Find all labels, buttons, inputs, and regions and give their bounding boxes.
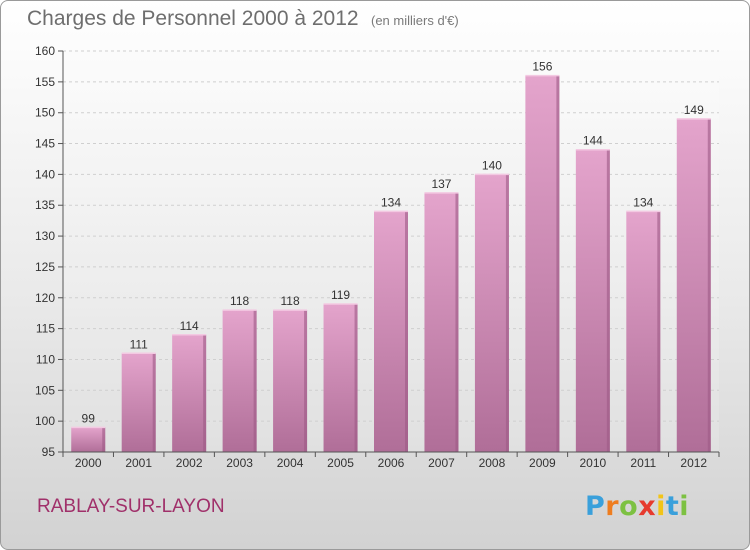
logo-letter: x bbox=[638, 491, 657, 522]
x-tick-label: 2010 bbox=[579, 456, 606, 470]
bar bbox=[676, 118, 711, 452]
data-label: 119 bbox=[331, 288, 350, 302]
x-tick-label: 2002 bbox=[176, 456, 203, 470]
y-tick-label: 125 bbox=[35, 260, 55, 274]
bar bbox=[374, 211, 408, 452]
bar-side bbox=[304, 310, 308, 452]
y-tick-label: 130 bbox=[35, 229, 55, 243]
x-tick-label: 2001 bbox=[125, 456, 152, 470]
bar bbox=[273, 310, 308, 452]
bar-side bbox=[405, 211, 408, 452]
y-tick-label: 95 bbox=[42, 445, 56, 459]
bar bbox=[71, 427, 106, 452]
data-label: 118 bbox=[281, 294, 300, 308]
x-tick-label: 2011 bbox=[630, 456, 656, 470]
logo-letter: P bbox=[585, 491, 606, 522]
x-tick-label: 2004 bbox=[277, 456, 304, 470]
y-tick-label: 155 bbox=[35, 75, 55, 89]
bar-side bbox=[707, 118, 711, 452]
data-label: 137 bbox=[431, 177, 451, 191]
x-tick-label: 2006 bbox=[378, 456, 405, 470]
x-tick-label: 2000 bbox=[75, 456, 102, 470]
data-label: 140 bbox=[482, 158, 502, 172]
data-label: 114 bbox=[180, 319, 199, 333]
y-tick-label: 145 bbox=[35, 137, 55, 151]
city-name: RABLAY-SUR-LAYON bbox=[37, 496, 225, 517]
chart-title: Charges de Personnel 2000 à 2012 bbox=[27, 7, 359, 30]
logo-letter: r bbox=[605, 491, 620, 522]
data-label: 156 bbox=[532, 60, 552, 74]
y-tick-label: 120 bbox=[35, 291, 55, 305]
bar-side bbox=[556, 75, 560, 452]
bar-side bbox=[152, 353, 156, 452]
y-tick-label: 135 bbox=[35, 198, 55, 212]
y-tick-label: 140 bbox=[35, 167, 55, 181]
bar-side bbox=[606, 149, 610, 452]
data-label: 134 bbox=[633, 195, 653, 209]
logo-letter: t bbox=[665, 491, 680, 522]
bar-side bbox=[203, 334, 207, 452]
bar-side bbox=[354, 303, 358, 452]
data-label: 144 bbox=[583, 134, 603, 148]
data-label: 149 bbox=[684, 103, 704, 117]
y-tick-label: 105 bbox=[35, 383, 55, 397]
bar-side bbox=[657, 211, 661, 452]
logo-letter: i bbox=[656, 491, 666, 522]
data-label: 134 bbox=[381, 195, 401, 209]
logo-letter: i bbox=[679, 491, 690, 522]
bar-side bbox=[102, 427, 106, 452]
y-tick-label: 110 bbox=[36, 352, 55, 366]
axes: 95 100 105 110 115 120 125 130 135 140 145 150 155 16… bbox=[35, 44, 720, 470]
logo-letter: o bbox=[619, 491, 639, 522]
data-label: 111 bbox=[130, 337, 149, 351]
bar bbox=[575, 149, 610, 452]
x-tick-label: 2008 bbox=[479, 456, 506, 470]
bar bbox=[323, 303, 358, 452]
bar-side bbox=[455, 192, 459, 452]
bar bbox=[525, 75, 560, 452]
bars: 99 111 114 118 118 119 134 137 140 156 144 134 149 bbox=[71, 60, 711, 452]
data-label: 99 bbox=[82, 411, 96, 425]
x-tick-label: 2012 bbox=[680, 456, 707, 470]
y-tick-label: 100 bbox=[35, 414, 55, 428]
bar bbox=[626, 211, 661, 452]
x-tick-label: 2003 bbox=[226, 456, 253, 470]
bar bbox=[172, 334, 207, 452]
bar bbox=[424, 192, 459, 452]
x-tick-label: 2007 bbox=[428, 456, 455, 470]
bar bbox=[222, 310, 257, 452]
proxiti-logo: Proxiti bbox=[585, 491, 689, 522]
y-tick-label: 150 bbox=[35, 106, 55, 120]
y-tick-label: 115 bbox=[36, 322, 55, 336]
bar-side bbox=[505, 174, 509, 452]
bar-side bbox=[253, 310, 257, 452]
bar bbox=[121, 353, 156, 452]
x-tick-label: 2005 bbox=[327, 456, 354, 470]
y-tick-label: 160 bbox=[35, 44, 55, 58]
data-label: 118 bbox=[230, 294, 249, 308]
chart-subtitle: (en milliers d'€) bbox=[371, 13, 459, 28]
x-tick-label: 2009 bbox=[529, 456, 556, 470]
bar bbox=[474, 174, 509, 452]
